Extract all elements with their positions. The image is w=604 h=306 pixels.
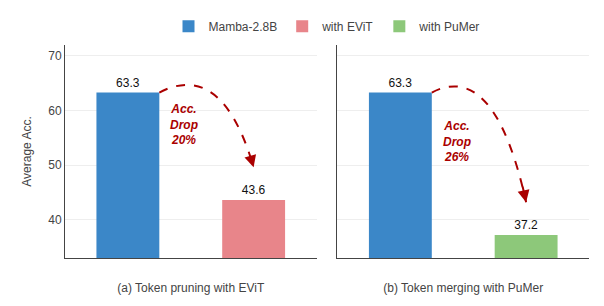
svg-text:43.6: 43.6 [242,183,266,197]
svg-text:40: 40 [48,213,62,227]
svg-text:Acc.Drop26%: Acc.Drop26% [443,119,471,164]
svg-text:Average Acc.: Average Acc. [20,116,34,187]
svg-text:63.3: 63.3 [389,76,413,90]
svg-text:63.3: 63.3 [116,76,140,90]
svg-text:37.2: 37.2 [514,218,538,232]
svg-text:60: 60 [48,104,62,118]
svg-text:Mamba-2.8B: Mamba-2.8B [209,20,278,34]
svg-text:(a) Token pruning with EViT: (a) Token pruning with EViT [117,281,265,295]
svg-text:with EViT: with EViT [321,20,373,34]
svg-text:Acc.Drop20%: Acc.Drop20% [170,102,198,147]
svg-text:(b) Token merging with PuMer: (b) Token merging with PuMer [383,281,543,295]
svg-text:with PuMer: with PuMer [418,20,479,34]
svg-text:50: 50 [48,158,62,172]
svg-text:70: 70 [48,49,62,63]
